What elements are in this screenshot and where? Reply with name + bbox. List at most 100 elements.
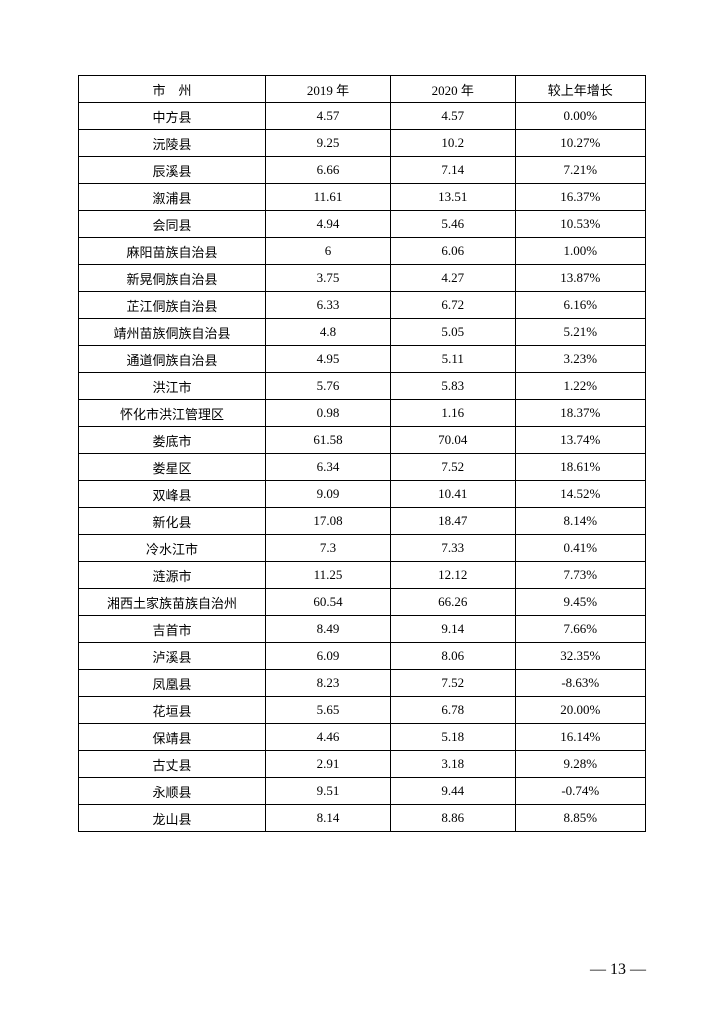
table-cell: 13.87%: [515, 265, 645, 292]
table-cell: 3.75: [266, 265, 391, 292]
table-row: 麻阳苗族自治县66.061.00%: [79, 238, 646, 265]
table-cell: 古丈县: [79, 751, 266, 778]
table-row: 冷水江市7.37.330.41%: [79, 535, 646, 562]
table-cell: 5.46: [390, 211, 515, 238]
table-cell: 5.11: [390, 346, 515, 373]
table-row: 古丈县2.913.189.28%: [79, 751, 646, 778]
header-2020: 2020 年: [390, 76, 515, 103]
table-cell: 7.52: [390, 454, 515, 481]
table-cell: 吉首市: [79, 616, 266, 643]
table-cell: -0.74%: [515, 778, 645, 805]
table-cell: 17.08: [266, 508, 391, 535]
table-cell: 3.23%: [515, 346, 645, 373]
table-cell: 涟源市: [79, 562, 266, 589]
table-row: 湘西土家族苗族自治州60.5466.269.45%: [79, 589, 646, 616]
table-cell: 凤凰县: [79, 670, 266, 697]
table-cell: 10.53%: [515, 211, 645, 238]
table-cell: 溆浦县: [79, 184, 266, 211]
table-cell: 湘西土家族苗族自治州: [79, 589, 266, 616]
table-cell: 6.06: [390, 238, 515, 265]
table-cell: 7.21%: [515, 157, 645, 184]
table-cell: 双峰县: [79, 481, 266, 508]
table-cell: 6.78: [390, 697, 515, 724]
table-cell: 1.16: [390, 400, 515, 427]
table-cell: 6.34: [266, 454, 391, 481]
table-cell: 4.27: [390, 265, 515, 292]
table-cell: 6: [266, 238, 391, 265]
table-cell: 6.09: [266, 643, 391, 670]
data-table: 市 州 2019 年 2020 年 较上年增长 中方县4.574.570.00%…: [78, 75, 646, 832]
table-cell: 20.00%: [515, 697, 645, 724]
table-cell: 1.22%: [515, 373, 645, 400]
table-cell: 4.46: [266, 724, 391, 751]
table-row: 怀化市洪江管理区0.981.1618.37%: [79, 400, 646, 427]
table-cell: 5.05: [390, 319, 515, 346]
table-row: 涟源市11.2512.127.73%: [79, 562, 646, 589]
table-cell: 18.47: [390, 508, 515, 535]
table-cell: 32.35%: [515, 643, 645, 670]
table-header-row: 市 州 2019 年 2020 年 较上年增长: [79, 76, 646, 103]
table-cell: 0.00%: [515, 103, 645, 130]
table-cell: 14.52%: [515, 481, 645, 508]
table-cell: 18.37%: [515, 400, 645, 427]
table-cell: 5.65: [266, 697, 391, 724]
table-cell: 16.14%: [515, 724, 645, 751]
table-cell: 5.76: [266, 373, 391, 400]
table-cell: 8.23: [266, 670, 391, 697]
table-row: 凤凰县8.237.52-8.63%: [79, 670, 646, 697]
table-row: 芷江侗族自治县6.336.726.16%: [79, 292, 646, 319]
table-cell: 会同县: [79, 211, 266, 238]
page-number: — 13 —: [590, 961, 646, 979]
table-cell: 5.21%: [515, 319, 645, 346]
table-row: 吉首市8.499.147.66%: [79, 616, 646, 643]
table-cell: 靖州苗族侗族自治县: [79, 319, 266, 346]
table-cell: 沅陵县: [79, 130, 266, 157]
table-cell: 8.06: [390, 643, 515, 670]
table-row: 靖州苗族侗族自治县4.85.055.21%: [79, 319, 646, 346]
table-cell: 芷江侗族自治县: [79, 292, 266, 319]
table-row: 双峰县9.0910.4114.52%: [79, 481, 646, 508]
table-row: 中方县4.574.570.00%: [79, 103, 646, 130]
table-cell: 61.58: [266, 427, 391, 454]
table-cell: 10.41: [390, 481, 515, 508]
table-cell: 9.28%: [515, 751, 645, 778]
table-cell: 9.14: [390, 616, 515, 643]
table-row: 通道侗族自治县4.955.113.23%: [79, 346, 646, 373]
table-cell: 保靖县: [79, 724, 266, 751]
table-cell: 6.33: [266, 292, 391, 319]
table-cell: 8.86: [390, 805, 515, 832]
table-cell: 泸溪县: [79, 643, 266, 670]
table-cell: 0.98: [266, 400, 391, 427]
table-cell: 娄底市: [79, 427, 266, 454]
table-cell: 66.26: [390, 589, 515, 616]
table-cell: 3.18: [390, 751, 515, 778]
table-row: 保靖县4.465.1816.14%: [79, 724, 646, 751]
table-cell: 新晃侗族自治县: [79, 265, 266, 292]
table-cell: 新化县: [79, 508, 266, 535]
table-cell: 辰溪县: [79, 157, 266, 184]
table-cell: 1.00%: [515, 238, 645, 265]
header-region: 市 州: [79, 76, 266, 103]
table-row: 龙山县8.148.868.85%: [79, 805, 646, 832]
table-cell: 12.12: [390, 562, 515, 589]
table-cell: 永顺县: [79, 778, 266, 805]
table-row: 溆浦县11.6113.5116.37%: [79, 184, 646, 211]
table-row: 新化县17.0818.478.14%: [79, 508, 646, 535]
table-cell: 娄星区: [79, 454, 266, 481]
table-cell: 9.25: [266, 130, 391, 157]
table-cell: 8.14: [266, 805, 391, 832]
table-cell: 7.33: [390, 535, 515, 562]
table-cell: 4.94: [266, 211, 391, 238]
table-cell: 2.91: [266, 751, 391, 778]
table-cell: 7.3: [266, 535, 391, 562]
table-cell: 7.14: [390, 157, 515, 184]
table-cell: 8.14%: [515, 508, 645, 535]
table-cell: -8.63%: [515, 670, 645, 697]
table-row: 新晃侗族自治县3.754.2713.87%: [79, 265, 646, 292]
table-cell: 11.25: [266, 562, 391, 589]
table-cell: 花垣县: [79, 697, 266, 724]
table-cell: 4.95: [266, 346, 391, 373]
table-cell: 麻阳苗族自治县: [79, 238, 266, 265]
table-row: 沅陵县9.2510.210.27%: [79, 130, 646, 157]
table-body: 中方县4.574.570.00%沅陵县9.2510.210.27%辰溪县6.66…: [79, 103, 646, 832]
